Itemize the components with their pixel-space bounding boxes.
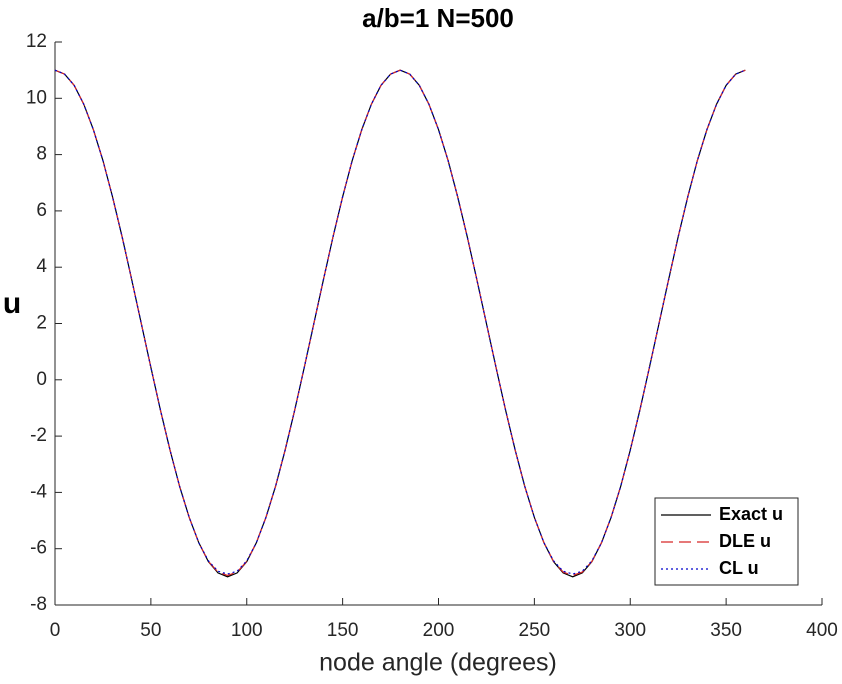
- x-tick-label: 400: [806, 620, 838, 641]
- y-tick-label: 12: [26, 31, 47, 52]
- series-line: [54, 69, 746, 575]
- x-tick-label: 0: [50, 620, 61, 641]
- y-tick-label: 0: [36, 369, 47, 390]
- legend-label: Exact u: [719, 504, 783, 524]
- x-tick-label: 50: [140, 620, 161, 641]
- y-tick-label: 6: [36, 200, 47, 221]
- x-tick-label: 300: [614, 620, 646, 641]
- y-tick-label: 10: [26, 87, 47, 108]
- series-line: [54, 69, 746, 578]
- y-tick-label: 2: [36, 313, 47, 334]
- x-tick-label: 200: [423, 620, 455, 641]
- x-tick-label: 250: [519, 620, 551, 641]
- x-axis-label: node angle (degrees): [319, 649, 557, 677]
- y-tick-label: -4: [30, 481, 47, 502]
- series-line: [54, 69, 746, 577]
- legend-label: CL u: [719, 558, 759, 578]
- chart-title: a/b=1 N=500: [362, 3, 514, 33]
- x-tick-label: 150: [327, 620, 359, 641]
- legend-box: [654, 497, 799, 586]
- y-tick-label: -8: [30, 594, 47, 615]
- y-tick-label: -6: [30, 538, 47, 559]
- x-tick-label: 100: [231, 620, 263, 641]
- y-tick-label: -2: [30, 425, 47, 446]
- y-tick-label: 4: [36, 256, 47, 277]
- x-tick-label: 350: [710, 620, 742, 641]
- y-tick-label: 8: [36, 144, 47, 165]
- y-axis-label: u: [3, 287, 21, 320]
- legend-label: DLE u: [719, 531, 771, 551]
